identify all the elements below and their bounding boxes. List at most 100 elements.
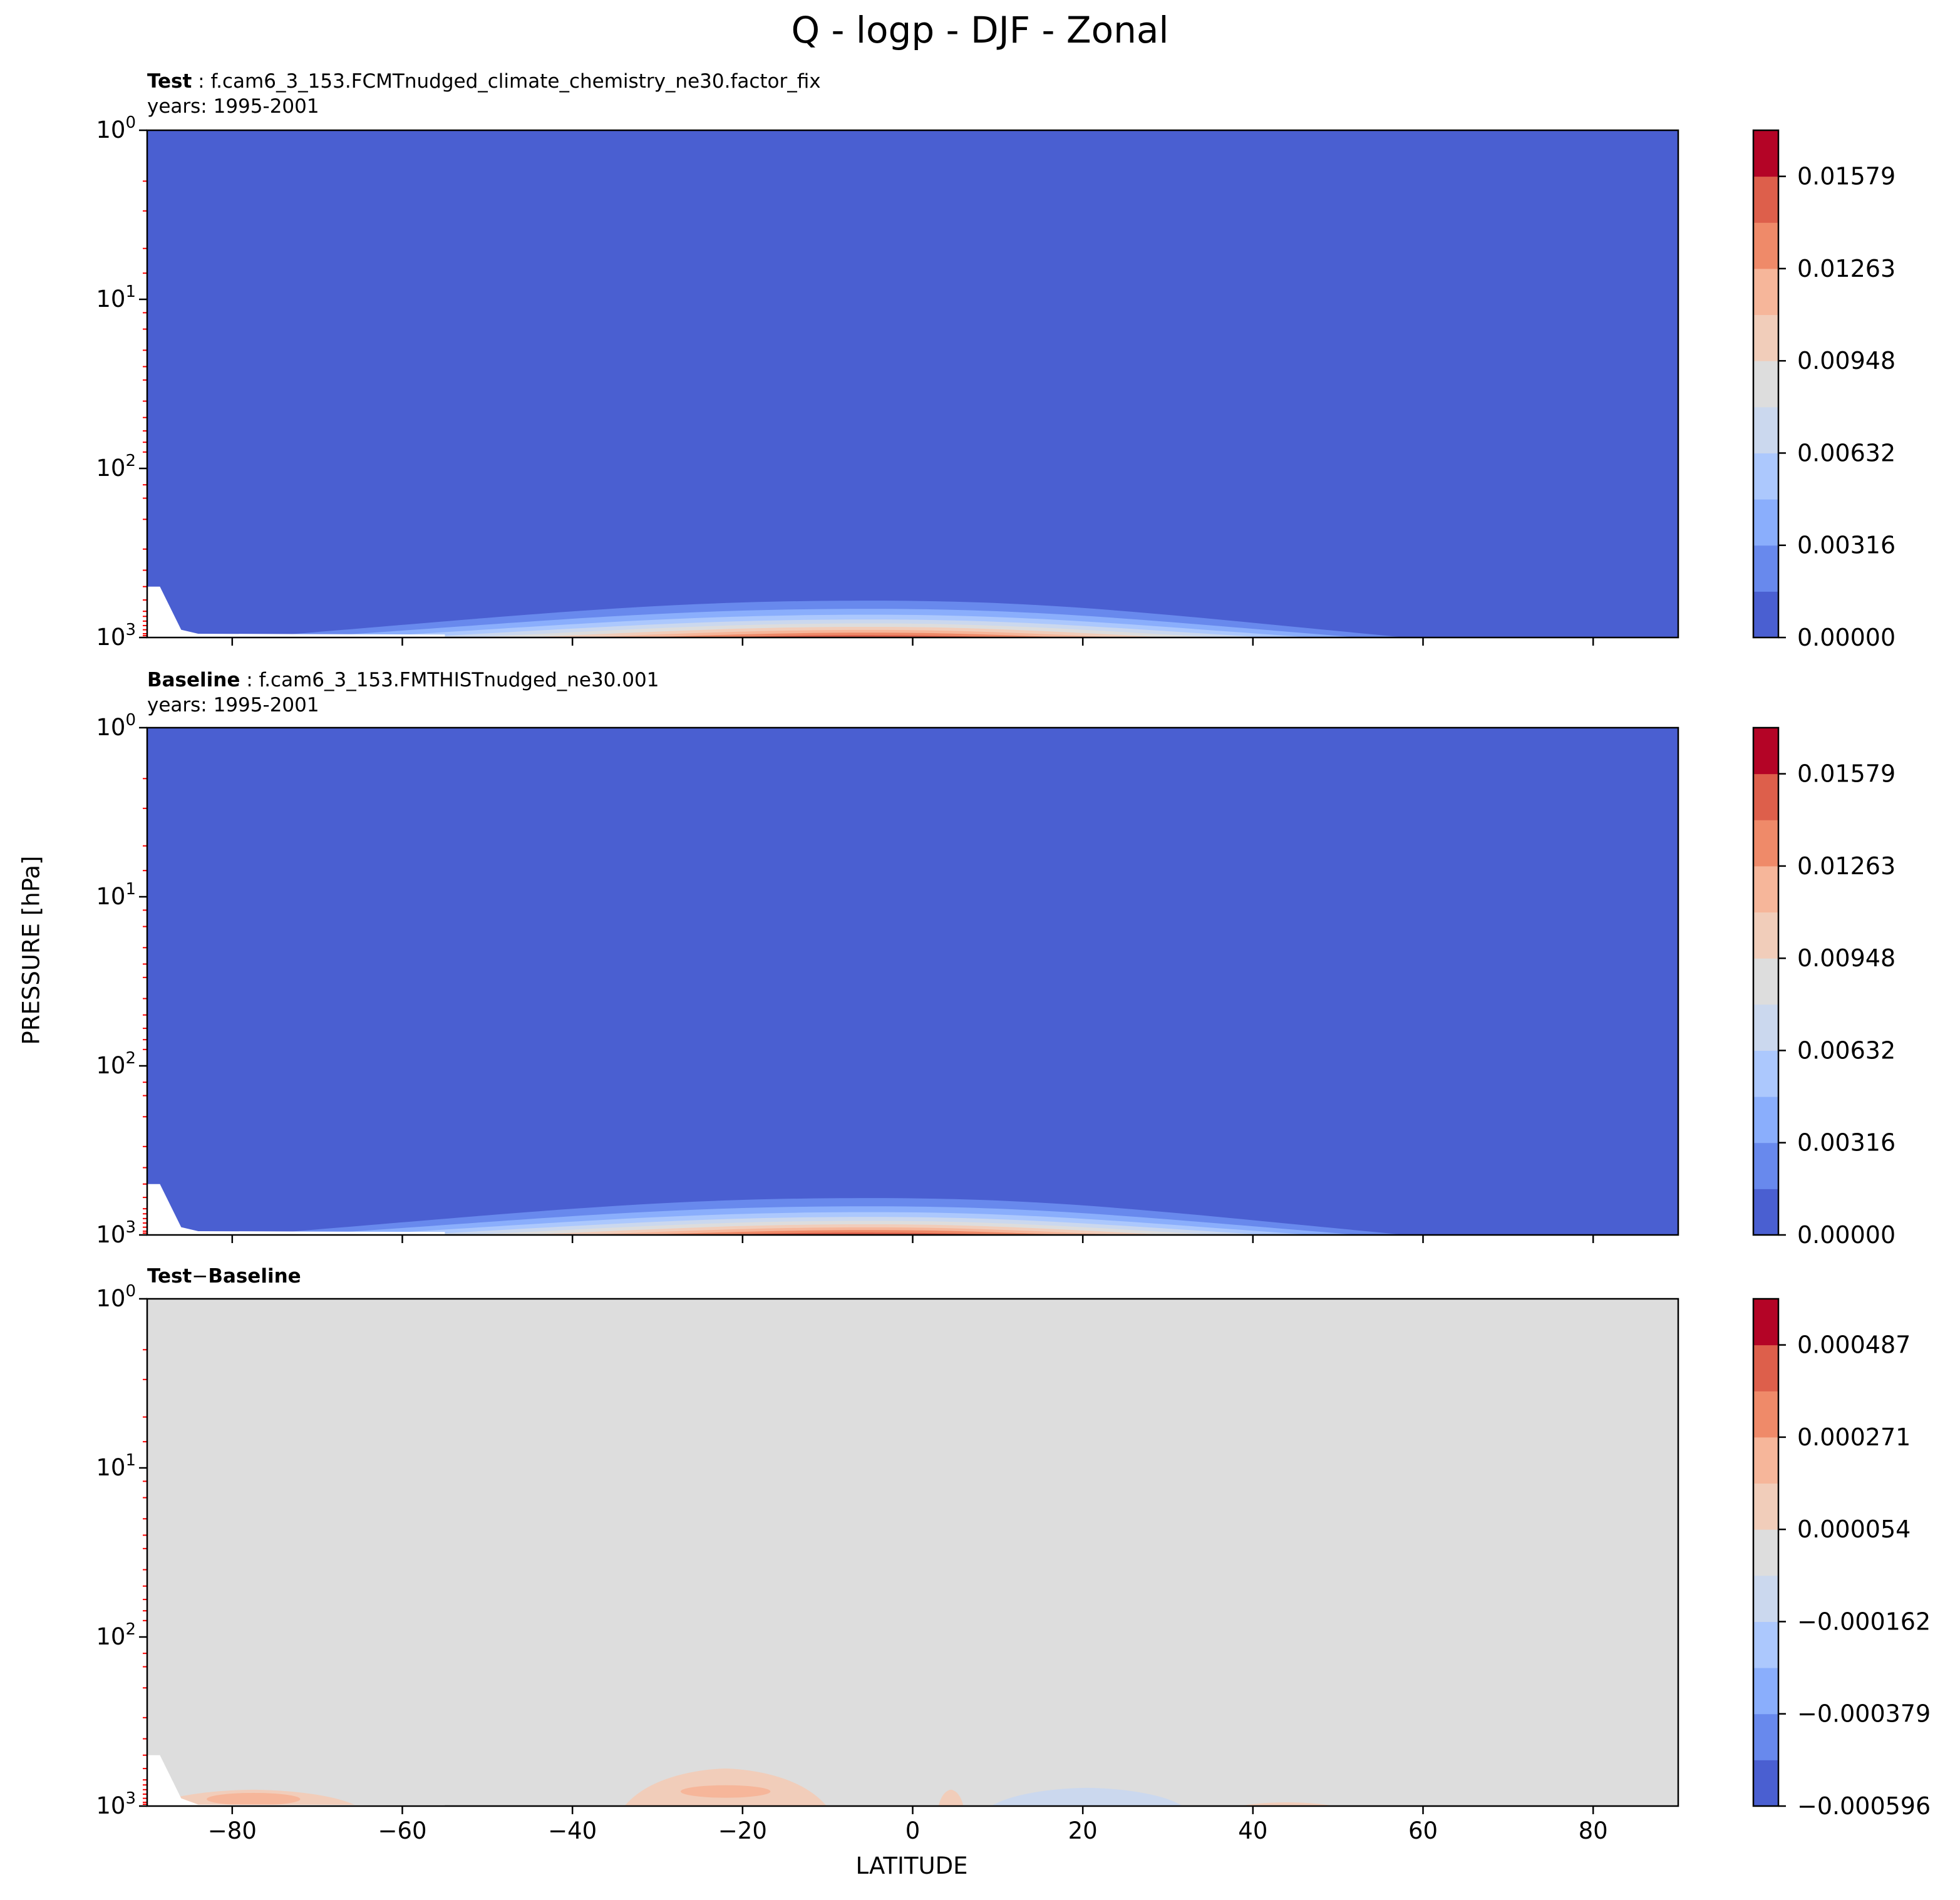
colorbar-tick-label: 0.00632 [1797,1036,1896,1064]
y-tick-label: 103 [96,1218,136,1248]
panel1-title: Test : f.cam6_3_153.FCMTnudged_climate_c… [147,69,821,119]
colorbar-segment [1753,728,1778,775]
y-tick-label: 100 [96,711,136,741]
colorbar-segment [1753,1097,1778,1144]
colorbar-tick-label: 0.000054 [1797,1515,1911,1543]
colorbar-segment [1753,1668,1778,1715]
missing-data-region [147,586,445,638]
panel3-minus: − [192,1265,209,1288]
figure-title: Q - logp - DJF - Zonal [791,9,1169,51]
colorbar-tick-label: 0.00316 [1797,532,1896,559]
panel1-label: Test [147,70,192,93]
colorbar-segment [1753,406,1778,453]
colorbar-segment [1753,1760,1778,1807]
colorbar-segment [1753,1529,1778,1576]
colorbar-tick-label: 0.00000 [1797,624,1896,651]
colorbar-segment [1753,545,1778,592]
panel2-field [147,728,1678,1235]
x-tick-label: 0 [905,1817,921,1844]
colorbar-segment [1753,773,1778,820]
colorbar-segment [1753,1713,1778,1760]
contour-anomaly [1240,1802,1334,1806]
colorbar-segment [1753,912,1778,959]
panel3-label-b: Baseline [208,1265,301,1288]
x-tick-label: 40 [1238,1817,1267,1844]
colorbar-segment [1753,1345,1778,1391]
colorbar-segment [1753,591,1778,638]
colorbar-tick-label: 0.00632 [1797,439,1896,467]
colorbar-segment [1753,1050,1778,1097]
colorbar-frame [1752,1298,1780,1807]
y-tick-label: 101 [96,1451,136,1481]
colorbar-tick-label: 0.00000 [1797,1221,1896,1249]
panel2-years: years: 1995-2001 [147,694,319,716]
panel1-field [147,130,1678,638]
colorbar-tick-label: 0.01263 [1797,255,1896,282]
colorbar-segment [1753,314,1778,361]
colorbar-segment [1753,1004,1778,1051]
colorbar-tick-label: 0.000487 [1797,1331,1911,1359]
colorbar-segment [1753,1575,1778,1622]
colorbar-segment [1753,1299,1778,1346]
contour-anomaly-core [680,1785,771,1798]
contour-anomaly-core [207,1792,301,1805]
missing-data-region [147,1184,445,1235]
colorbar-tick-label: 0.01579 [1797,760,1896,788]
colorbar-tick-label: 0.01579 [1797,163,1896,190]
colorbar-segment [1753,958,1778,1005]
x-tick-label: −60 [378,1817,426,1844]
x-tick-label: −80 [208,1817,257,1844]
colorbar-segment [1753,820,1778,867]
panel2-case: f.cam6_3_153.FMTHISTnudged_ne30.001 [259,669,659,691]
y-tick-label: 103 [96,621,136,651]
panel1-sep: : [192,70,211,93]
y-tick-label: 100 [96,113,136,143]
colorbar-tick-label: −0.000379 [1797,1700,1931,1728]
colorbar-tick-label: −0.000596 [1797,1792,1931,1820]
y-tick-label: 102 [96,452,136,482]
colorbar-segment [1753,1483,1778,1530]
x-tick-label: 20 [1068,1817,1098,1844]
colorbar-tick-label: 0.00316 [1797,1129,1896,1157]
panel1-years: years: 1995-2001 [147,95,319,118]
colorbar-tick-label: 0.00948 [1797,347,1896,374]
colorbar-segment [1753,1621,1778,1668]
colorbar-frame [1752,726,1780,1236]
field-background [147,130,1678,638]
x-tick-label: 60 [1408,1817,1438,1844]
contour-anomaly [938,1789,964,1806]
colorbar-segment [1753,361,1778,408]
x-tick-label: −20 [718,1817,767,1844]
colorbar-segment [1753,130,1778,177]
colorbar-segment [1753,1142,1778,1189]
panel1-case: f.cam6_3_153.FCMTnudged_climate_chemistr… [210,70,821,93]
y-tick-label: 102 [96,1049,136,1079]
x-axis-label: LATITUDE [855,1852,968,1879]
colorbar-tick-label: 0.00948 [1797,944,1896,972]
panel3-title: Test−Baseline [147,1264,301,1289]
colorbar-segment [1753,268,1778,316]
y-tick-label: 100 [96,1282,136,1312]
y-axis-label: PRESSURE [hPa] [18,855,45,1045]
colorbar-tick-label: 0.000271 [1797,1423,1911,1451]
y-tick-label: 102 [96,1620,136,1650]
x-tick-label: −40 [548,1817,597,1844]
contour-anomaly [991,1787,1183,1806]
colorbar-segment [1753,453,1778,500]
panel2-title: Baseline : f.cam6_3_153.FMTHISTnudged_ne… [147,668,659,718]
colorbar-frame [1752,129,1780,639]
x-tick-label: 80 [1579,1817,1608,1844]
colorbar-segment [1753,222,1778,269]
colorbar-tick-label: 0.01263 [1797,852,1896,880]
colorbar-segment [1753,1437,1778,1484]
y-tick-label: 103 [96,1789,136,1819]
panel2-label: Baseline [147,669,240,691]
colorbar-segment [1753,865,1778,913]
y-tick-label: 101 [96,282,136,312]
field-background [147,1299,1678,1806]
field-background [147,728,1678,1235]
colorbar-segment [1753,1189,1778,1236]
panel2-sep: : [240,669,259,691]
panel3-field [147,1299,1678,1806]
